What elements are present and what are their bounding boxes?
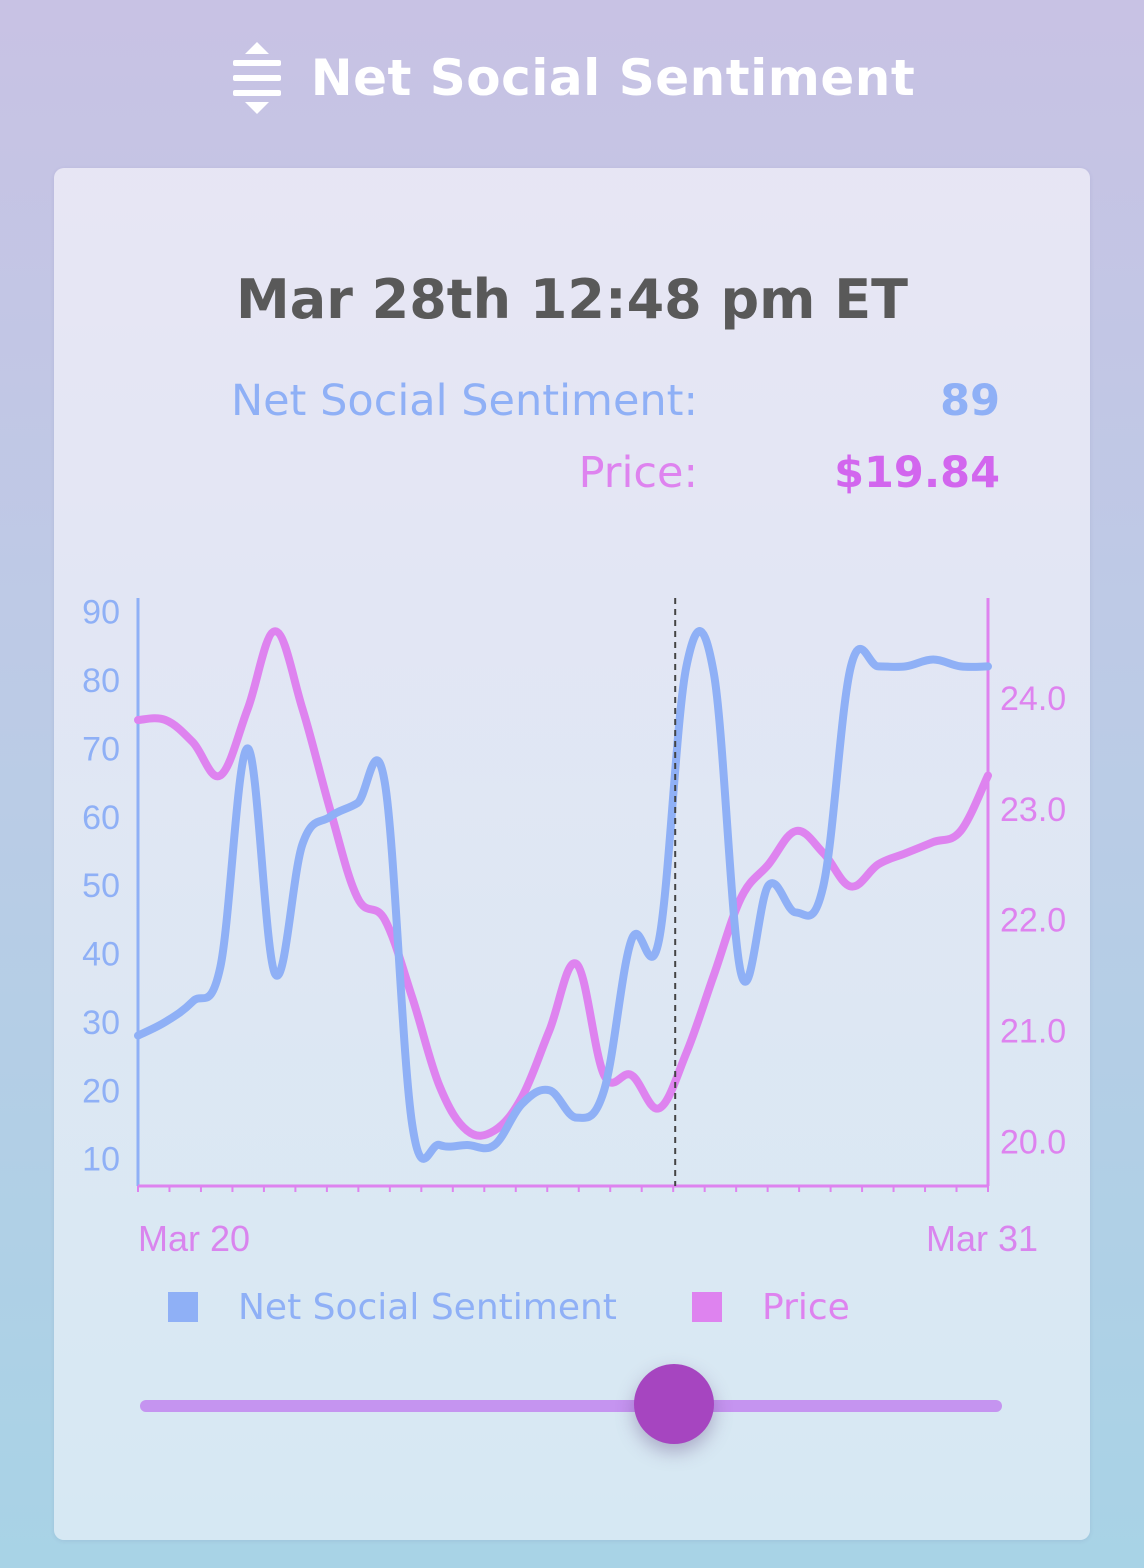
left-tick-label: 80 [82,662,120,700]
legend-label-price: Price [762,1286,850,1328]
left-tick-label: 90 [82,594,120,632]
series-line-sentiment [134,627,992,1163]
right-tick-label: 21.0 [1000,1013,1066,1051]
header: Net Social Sentiment [0,38,1144,118]
left-tick-label: 10 [82,1141,120,1179]
sentiment-stat-value: 89 [940,376,1000,426]
price-stat-value: $19.84 [834,448,1000,498]
sentiment-stat-row: Net Social Sentiment: 89 [54,376,1090,436]
price-stat-label: Price: [578,448,698,498]
expand-collapse-icon[interactable] [229,40,285,116]
left-tick-label: 30 [82,1004,120,1042]
chart-lines [134,598,992,1186]
legend-swatch-sentiment [168,1292,198,1322]
x-axis-start-label: Mar 20 [138,1218,251,1259]
legend-item-sentiment[interactable]: Net Social Sentiment [168,1284,617,1330]
left-tick-label: 20 [82,1072,120,1110]
time-slider-thumb[interactable] [634,1364,715,1444]
time-slider-track[interactable] [140,1400,1002,1412]
legend-swatch-price [692,1292,722,1322]
right-tick-label: 22.0 [1000,902,1066,940]
x-axis-end-label: Mar 31 [926,1218,1039,1259]
chart-axes [136,598,990,1192]
right-tick-label: 23.0 [1000,791,1066,829]
page-title: Net Social Sentiment [310,49,916,107]
price-stat-row: Price: $19.84 [54,448,1090,508]
left-tick-label: 40 [82,936,120,974]
legend-label-sentiment: Net Social Sentiment [238,1286,617,1328]
left-tick-label: 70 [82,730,120,768]
right-tick-label: 24.0 [1000,680,1066,718]
chart-card [54,168,1090,1540]
legend-item-price[interactable]: Price [692,1284,850,1330]
right-tick-label: 20.0 [1000,1124,1066,1162]
sentiment-stat-label: Net Social Sentiment: [230,376,698,426]
chart-tick-labels: 10 20 30 40 50 60 70 80 90 20.0 21.0 22.0 23.0 24.0 [82,594,1066,1179]
left-tick-label: 60 [82,799,120,837]
tooltip-timestamp: Mar 28th 12:48 pm ET [236,268,908,331]
series-line-price [134,627,992,1140]
left-tick-label: 50 [82,867,120,905]
